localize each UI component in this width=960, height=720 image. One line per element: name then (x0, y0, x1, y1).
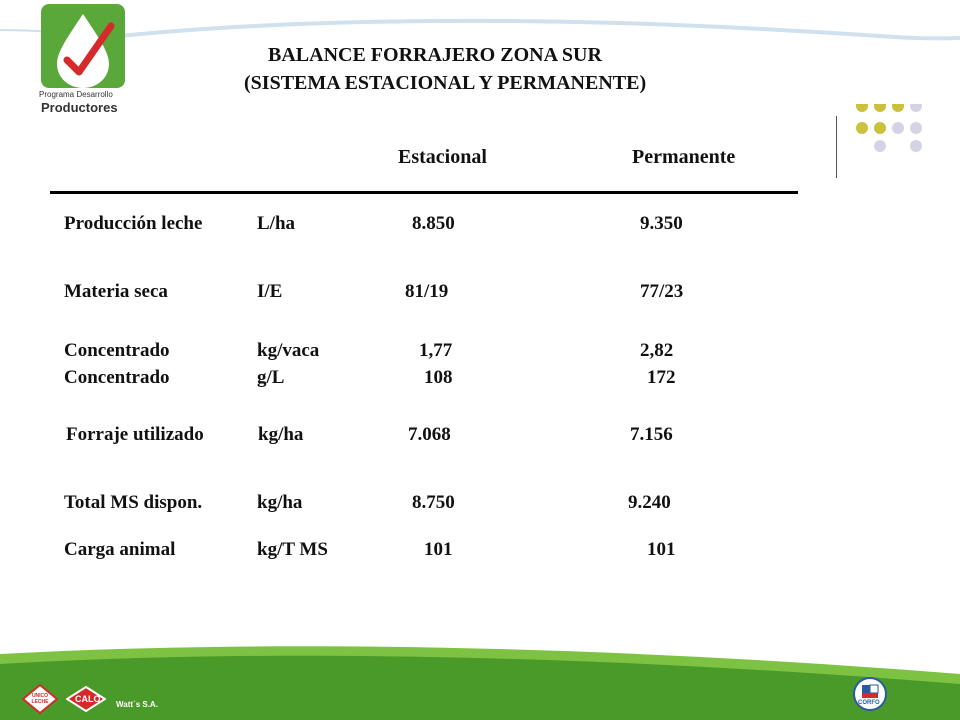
corfo-logo: CORFO (852, 676, 888, 712)
row-label: Forraje utilizado (66, 424, 204, 445)
row-label: Materia seca (64, 281, 168, 302)
row-unit: L/ha (257, 213, 296, 234)
dot-olive (856, 104, 868, 112)
logo-line2: Productores (41, 100, 118, 115)
row-permanente-value: 9.240 (628, 492, 671, 513)
unico-leche-logo: UNICO LECHE (21, 683, 59, 715)
company-name: Watt´s S.A. (116, 700, 158, 709)
row-label: Concentrado (64, 367, 170, 388)
row-permanente-value: 9.350 (640, 213, 683, 234)
row-estacional-value: 101 (424, 539, 453, 560)
row-estacional-value: 8.850 (412, 213, 455, 234)
row-unit: kg/ha (258, 424, 304, 445)
page-title: BALANCE FORRAJERO ZONA SUR (268, 44, 602, 66)
row-estacional-value: 81/19 (405, 281, 449, 302)
header-rule (50, 191, 798, 194)
vertical-divider (836, 116, 837, 178)
row-label: Concentrado (64, 340, 170, 361)
row-estacional-value: 8.750 (412, 492, 455, 513)
row-unit: I/E (257, 281, 283, 302)
dot-lavender (892, 122, 904, 134)
program-logo: Programa Desarrollo Productores (37, 4, 129, 116)
dot-olive (874, 104, 886, 112)
row-label: Total MS dispon. (64, 492, 203, 513)
corfo-text: CORFO (858, 700, 880, 706)
column-header-estacional: Estacional (398, 146, 487, 168)
row-permanente-value: 2,82 (640, 340, 674, 361)
column-header-permanente: Permanente (632, 146, 736, 168)
dot-lavender (910, 122, 922, 134)
dot-olive (892, 104, 904, 112)
unico-leche-text: UNICO LECHE (31, 693, 49, 705)
row-label: Producción leche (64, 213, 203, 234)
row-estacional-value: 1,77 (419, 340, 453, 361)
dot-olive (874, 122, 886, 134)
footer-wave (0, 646, 960, 720)
dot-olive (856, 122, 868, 134)
dot-lavender (910, 140, 922, 152)
row-estacional-value: 108 (424, 367, 453, 388)
calo-text: CALO (75, 694, 101, 704)
row-unit: kg/ha (257, 492, 303, 513)
row-unit: kg/vaca (257, 340, 320, 361)
row-permanente-value: 77/23 (640, 281, 684, 302)
logo-line1: Programa Desarrollo (39, 90, 113, 99)
row-permanente-value: 101 (647, 539, 676, 560)
milk-drop-check-icon (41, 4, 125, 88)
row-label: Carga animal (64, 539, 176, 560)
calo-logo: CALO (65, 685, 107, 713)
row-permanente-value: 7.156 (630, 424, 673, 445)
page-subtitle: (SISTEMA ESTACIONAL Y PERMANENTE) (244, 72, 647, 94)
dot-lavender (910, 104, 922, 112)
dot-lavender (874, 140, 886, 152)
row-permanente-value: 172 (647, 367, 676, 388)
row-unit: g/L (257, 367, 285, 388)
row-unit: kg/T MS (257, 539, 328, 560)
row-estacional-value: 7.068 (408, 424, 451, 445)
